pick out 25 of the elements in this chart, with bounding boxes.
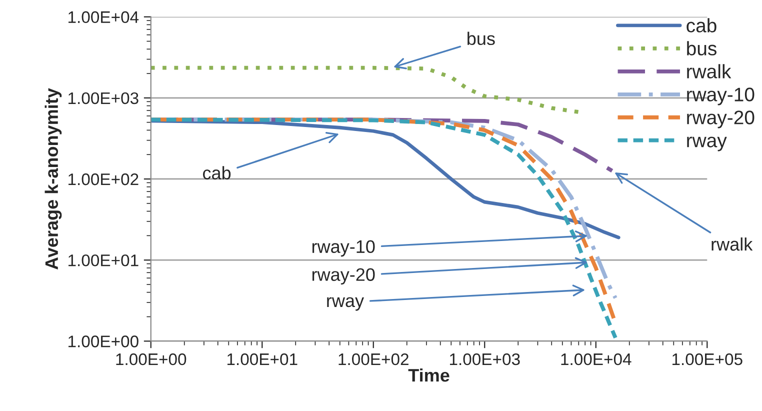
legend-label: rway <box>687 136 727 152</box>
x-tick-label: 1.00E+02 <box>338 353 408 366</box>
y-axis-title: Average k-anonymity <box>44 88 62 270</box>
y-tick-label: 1.00E+04 <box>68 11 139 24</box>
annotation: cab <box>203 166 231 180</box>
annotation: rway-20 <box>312 268 375 285</box>
legend-label: rwalk <box>687 64 732 78</box>
annotation: rway-10 <box>312 240 375 257</box>
y-tick-label: 1.00E+02 <box>68 173 138 186</box>
legend-label: rway-10 <box>687 88 754 106</box>
annotation: bus <box>468 32 495 46</box>
x-tick-label: 1.00E+01 <box>227 353 298 366</box>
annotation: rway <box>327 297 364 311</box>
legend-label: rway-20 <box>687 110 754 128</box>
y-tick-label: 1.00E+00 <box>68 336 138 348</box>
y-tick-label: 1.00E+03 <box>68 92 138 104</box>
x-tick-label: 1.00E+05 <box>672 353 742 366</box>
x-tick-label: 1.00E+04 <box>561 353 632 366</box>
legend-label: cab <box>686 18 716 32</box>
x-axis-title: Time <box>408 368 450 382</box>
y-tick-label: 1.00E+01 <box>68 254 138 266</box>
x-tick-label: 1.00E+00 <box>116 353 186 366</box>
legend-label: bus <box>687 41 716 56</box>
annotation: rwalk <box>712 237 753 251</box>
x-tick-label: 1.00E+03 <box>450 353 520 366</box>
